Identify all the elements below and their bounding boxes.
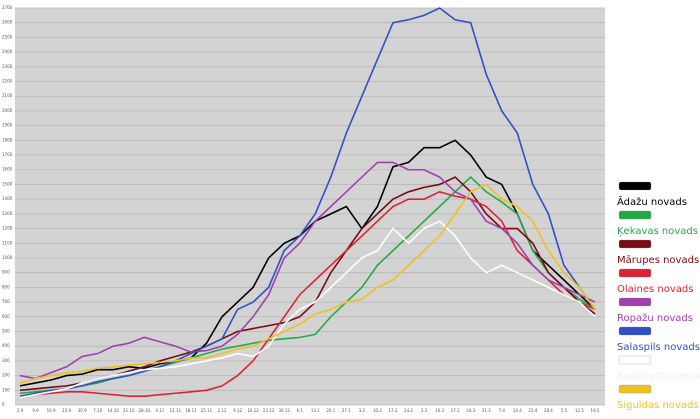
legend-swatch [618,181,652,191]
x-tick-label: 2.9 [17,408,24,413]
y-tick-label: 2500 [2,34,13,39]
x-tick-label: 6.1 [297,408,304,413]
x-tick-label: 25.11 [201,408,213,413]
x-tick-label: 17.2 [389,408,398,413]
y-tick-label: 1500 [2,181,13,186]
y-tick-label: 2200 [2,79,13,84]
x-tick-label: 28.4 [544,408,553,413]
x-tick-label: 20.1 [326,408,335,413]
y-tick-label: 2100 [2,93,13,98]
y-tick-label: 200 [2,373,10,378]
y-tick-label: 600 [2,314,10,319]
series-line [19,161,596,380]
y-tick-label: 1900 [2,123,13,128]
x-tick-label: 3.3 [421,408,428,413]
legend-swatch [618,326,652,336]
x-tick-label: 14.4 [513,408,522,413]
legend-label: Olaines novads [617,284,694,295]
y-tick-label: 700 [2,299,10,304]
legend-label: Ādažu novads [617,195,687,208]
y-tick-label: 1000 [2,255,13,260]
x-tick-label: 31.3 [482,408,491,413]
legend-swatch [618,210,652,220]
x-tick-label: 7.4 [499,408,506,413]
y-tick-label: 1600 [2,167,13,172]
y-tick-label: 1800 [2,137,13,142]
x-tick-label: 24.3 [466,408,475,413]
x-tick-label: 27.1 [342,408,351,413]
y-tick-label: 2300 [2,64,13,69]
y-tick-label: 1200 [2,226,13,231]
y-tick-label: 2600 [2,20,13,25]
x-tick-label: 9.12 [233,408,242,413]
legend-label: Saulkrastu novads [617,371,700,382]
legend-swatch [618,239,652,249]
x-tick-label: 23.9 [62,408,71,413]
x-tick-label: 7.10 [93,408,102,413]
x-tick-label: 5.5 [561,408,568,413]
y-tick-label: 2000 [2,108,13,113]
x-tick-label: 16.9 [47,408,56,413]
x-tick-label: 19.5 [591,408,600,413]
legend-swatch [618,268,652,278]
y-tick-label: 400 [2,343,10,348]
y-tick-label: 2700 [2,5,13,10]
series-line [19,183,596,384]
x-tick-label: 13.1 [311,408,320,413]
series-line [19,139,596,387]
legend-label: Ķekavas novads [617,226,698,237]
x-tick-label: 9.9 [32,408,39,413]
x-tick-label: 4.11 [155,408,164,413]
x-tick-label: 16.12 [247,408,259,413]
y-tick-label: 0 [2,402,5,407]
legend-label: Mārupes novads [617,255,699,266]
y-tick-label: 1400 [2,196,13,201]
legend-label: Siguldas novads [617,400,699,411]
y-tick-label: 900 [2,270,10,275]
y-tick-label: 1100 [2,240,13,245]
x-tick-label: 18.11 [185,408,197,413]
x-tick-label: 10.3 [435,408,444,413]
y-tick-label: 500 [2,328,10,333]
legend-swatch [618,384,652,394]
x-tick-label: 21.4 [528,408,537,413]
y-tick-label: 100 [2,387,10,392]
x-tick-label: 21.10 [123,408,135,413]
x-tick-label: 17.3 [451,408,460,413]
series-line [19,7,596,397]
x-tick-label: 30.9 [78,408,87,413]
series-line [19,190,596,397]
x-tick-label: 3.2 [359,408,366,413]
x-tick-label: 10.2 [373,408,382,413]
legend-label: Salaspils novads [617,342,700,353]
x-tick-label: 2.12 [218,408,227,413]
x-tick-label: 28.10 [139,408,151,413]
x-tick-label: 14.10 [108,408,120,413]
y-tick-label: 1700 [2,152,13,157]
series-line [19,220,596,399]
legend-swatch [618,355,652,365]
x-tick-label: 24.2 [404,408,413,413]
x-tick-label: 11.11 [170,408,182,413]
legend-label: Ropažu novads [617,312,693,324]
x-tick-label: 12.5 [575,408,584,413]
y-tick-label: 2400 [2,49,13,54]
x-tick-label: 30.12 [278,408,290,413]
legend-swatch [618,297,652,307]
y-tick-label: 300 [2,358,10,363]
x-tick-label: 23.12 [263,408,275,413]
y-tick-label: 800 [2,284,10,289]
y-tick-label: 1300 [2,211,13,216]
